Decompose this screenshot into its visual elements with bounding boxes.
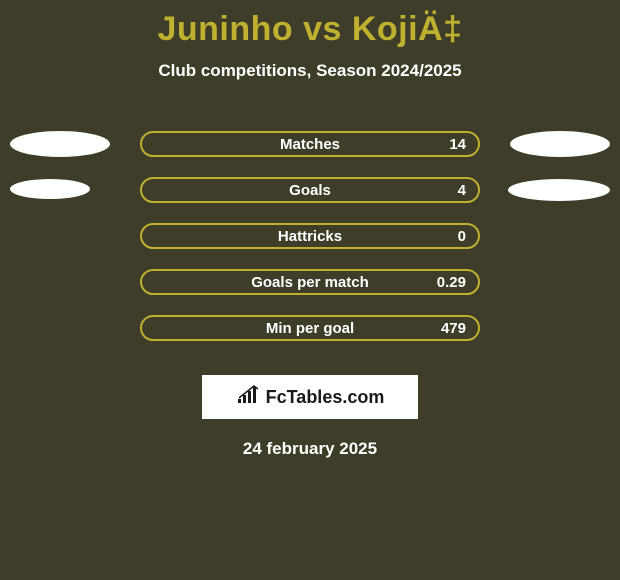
stat-value-right: 0	[458, 228, 466, 245]
stat-pill-mpg: Min per goal 479	[140, 315, 480, 341]
chart-icon	[236, 385, 262, 410]
subtitle: Club competitions, Season 2024/2025	[0, 61, 620, 81]
stats-container: Matches 14 Goals 4 Hattricks 0 Goals per…	[0, 121, 620, 351]
stat-value-right: 0.29	[437, 274, 466, 291]
stat-pill-goals: Goals 4	[140, 177, 480, 203]
ellipse-left-2	[10, 179, 90, 199]
ellipse-right-1	[510, 131, 610, 157]
stat-row-hattricks: Hattricks 0	[0, 213, 620, 259]
stat-label: Goals	[289, 182, 331, 199]
ellipse-right-2	[508, 179, 610, 201]
stat-label: Hattricks	[278, 228, 342, 245]
logo-text: FcTables.com	[266, 387, 385, 408]
stat-value-right: 479	[441, 320, 466, 337]
date-text: 24 february 2025	[0, 439, 620, 459]
stat-pill-gpm: Goals per match 0.29	[140, 269, 480, 295]
stat-value-right: 4	[458, 182, 466, 199]
ellipse-left-1	[10, 131, 110, 157]
stat-value-right: 14	[449, 136, 466, 153]
logo-box: FcTables.com	[202, 375, 418, 419]
logo: FcTables.com	[236, 385, 385, 410]
stat-pill-hattricks: Hattricks 0	[140, 223, 480, 249]
stat-row-goals: Goals 4	[0, 167, 620, 213]
stat-label: Matches	[280, 136, 340, 153]
stat-row-matches: Matches 14	[0, 121, 620, 167]
stat-row-min-per-goal: Min per goal 479	[0, 305, 620, 351]
stat-pill-matches: Matches 14	[140, 131, 480, 157]
stat-label: Min per goal	[266, 320, 354, 337]
page-title: Juninho vs KojiÄ‡	[0, 0, 620, 49]
stat-label: Goals per match	[251, 274, 369, 291]
stat-row-goals-per-match: Goals per match 0.29	[0, 259, 620, 305]
